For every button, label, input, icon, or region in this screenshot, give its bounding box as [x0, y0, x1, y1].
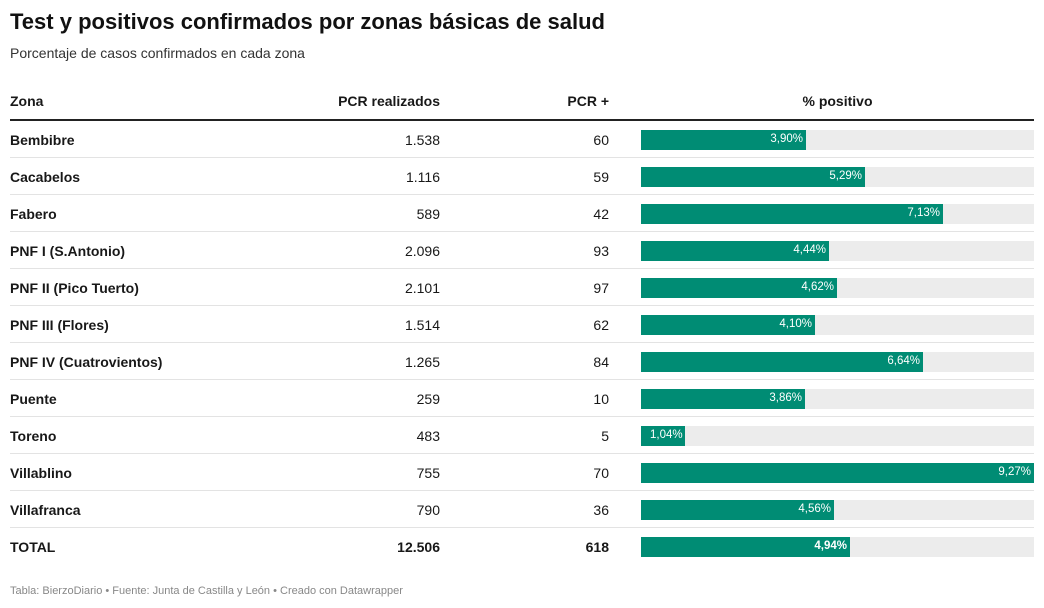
header-pcr-positivos: PCR + [567, 93, 609, 109]
zona-cell: Puente [10, 391, 57, 407]
pcr-positivos-cell: 42 [593, 206, 609, 222]
source-footer: Tabla: BierzoDiario • Fuente: Junta de C… [10, 585, 403, 597]
pct-bar-track: 9,27% [641, 463, 1034, 483]
table-row: Cacabelos 1.116 59 5,29% [10, 158, 1034, 195]
pcr-realizados-cell: 259 [416, 391, 440, 407]
pcr-realizados-cell: 1.538 [404, 132, 440, 148]
zona-cell: PNF III (Flores) [10, 317, 109, 333]
pct-bar-label: 1,04% [650, 429, 683, 441]
zona-cell: Villablino [10, 465, 72, 481]
pcr-realizados-cell: 1.116 [406, 169, 440, 185]
pct-bar-track: 4,62% [641, 278, 1034, 298]
table-body: Bembibre 1.538 60 3,90% Cacabelos 1.116 59 5,29… [10, 121, 1034, 565]
pcr-realizados-cell: 589 [416, 206, 440, 222]
zona-cell: Cacabelos [10, 169, 81, 185]
pct-bar-track: 4,10% [641, 315, 1034, 335]
table-row: PNF IV (Cuatrovientos) 1.265 84 6,64% [10, 343, 1034, 380]
pcr-positivos-cell: 618 [585, 539, 609, 555]
table-row: Villablino 755 70 9,27% [10, 454, 1034, 491]
pct-bar [641, 241, 829, 261]
pct-bar [641, 315, 815, 335]
pct-bar-label: 4,44% [793, 244, 826, 256]
pcr-positivos-cell: 59 [593, 169, 609, 185]
zona-cell: Toreno [10, 428, 57, 444]
total-row: TOTAL 12.506 618 4,94% [10, 528, 1034, 565]
pcr-realizados-cell: 2.101 [404, 280, 440, 296]
pcr-positivos-cell: 84 [593, 354, 609, 370]
zona-cell: Fabero [10, 206, 57, 222]
pcr-realizados-cell: 790 [416, 502, 440, 518]
header-zona: Zona [10, 93, 44, 109]
chart-subtitle: Porcentaje de casos confirmados en cada … [10, 45, 305, 61]
pct-bar-label: 4,10% [779, 318, 812, 330]
pcr-positivos-cell: 60 [593, 132, 609, 148]
table-row: Villafranca 790 36 4,56% [10, 491, 1034, 528]
table-header: Zona PCR realizados PCR + % positivo [10, 84, 1034, 121]
pcr-realizados-cell: 755 [416, 465, 440, 481]
pcr-realizados-cell: 12.506 [397, 539, 440, 555]
pct-bar-track: 4,56% [641, 500, 1034, 520]
header-pcr-realizados: PCR realizados [338, 93, 440, 109]
zona-cell: Villafranca [10, 502, 81, 518]
pcr-realizados-cell: 2.096 [404, 243, 440, 259]
zona-cell: PNF II (Pico Tuerto) [10, 280, 139, 296]
data-table: Zona PCR realizados PCR + % positivo Bem… [10, 84, 1034, 565]
pct-bar-label: 7,13% [907, 207, 940, 219]
pct-bar-track: 1,04% [641, 426, 1034, 446]
header-pct-positivo: % positivo [802, 93, 873, 109]
pct-bar [641, 204, 943, 224]
pcr-positivos-cell: 93 [593, 243, 609, 259]
pct-bar-track: 4,44% [641, 241, 1034, 261]
table-row: PNF II (Pico Tuerto) 2.101 97 4,62% [10, 269, 1034, 306]
pct-bar-label: 4,94% [814, 540, 847, 552]
pct-bar [641, 389, 805, 409]
table-row: Toreno 483 5 1,04% [10, 417, 1034, 454]
pct-bar-track: 7,13% [641, 204, 1034, 224]
pct-bar [641, 426, 685, 446]
pcr-realizados-cell: 1.265 [404, 354, 440, 370]
table-row: Fabero 589 42 7,13% [10, 195, 1034, 232]
pcr-positivos-cell: 97 [593, 280, 609, 296]
pct-bar [641, 500, 834, 520]
table-row: Bembibre 1.538 60 3,90% [10, 121, 1034, 158]
zona-cell: PNF I (S.Antonio) [10, 243, 126, 259]
pct-bar [641, 130, 806, 150]
pct-bar-label: 9,27% [998, 466, 1031, 478]
pct-bar-label: 4,56% [798, 503, 831, 515]
zona-cell: Bembibre [10, 132, 75, 148]
pct-bar-label: 5,29% [829, 170, 862, 182]
zona-cell: PNF IV (Cuatrovientos) [10, 354, 163, 370]
pct-bar-track: 6,64% [641, 352, 1034, 372]
pct-bar-label: 3,86% [769, 392, 802, 404]
zona-cell: TOTAL [10, 539, 56, 555]
pct-bar [641, 463, 1034, 483]
pcr-positivos-cell: 36 [593, 502, 609, 518]
pct-bar-track: 5,29% [641, 167, 1034, 187]
chart-title: Test y positivos confirmados por zonas b… [10, 9, 605, 34]
pcr-realizados-cell: 1.514 [404, 317, 440, 333]
pcr-positivos-cell: 5 [601, 428, 609, 444]
pct-bar [641, 352, 923, 372]
table-row: PNF I (S.Antonio) 2.096 93 4,44% [10, 232, 1034, 269]
pcr-realizados-cell: 483 [416, 428, 440, 444]
pcr-positivos-cell: 70 [593, 465, 609, 481]
pct-bar-label: 4,62% [801, 281, 834, 293]
pcr-positivos-cell: 10 [593, 391, 609, 407]
pct-bar [641, 278, 837, 298]
pct-bar-track: 3,90% [641, 130, 1034, 150]
pct-bar [641, 537, 850, 557]
table-row: Puente 259 10 3,86% [10, 380, 1034, 417]
pcr-positivos-cell: 62 [593, 317, 609, 333]
table-row: PNF III (Flores) 1.514 62 4,10% [10, 306, 1034, 343]
pct-bar-track: 4,94% [641, 537, 1034, 557]
pct-bar-label: 3,90% [770, 133, 803, 145]
pct-bar [641, 167, 865, 187]
pct-bar-track: 3,86% [641, 389, 1034, 409]
pct-bar-label: 6,64% [887, 355, 920, 367]
